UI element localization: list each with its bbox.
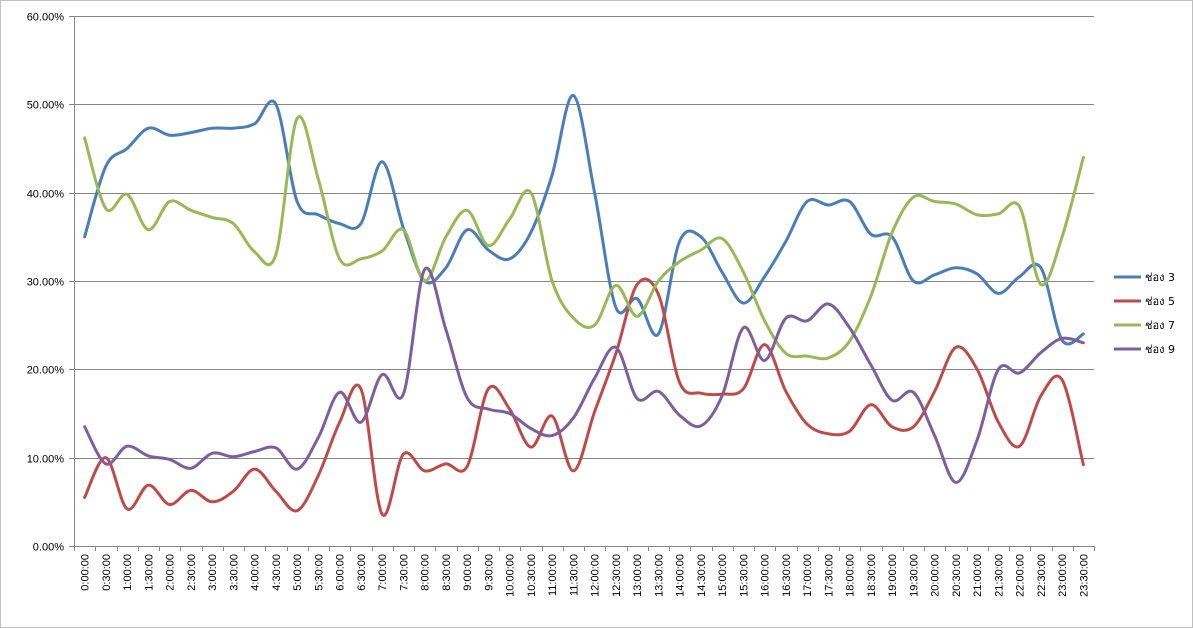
x-tick-label: 19:30:00 bbox=[908, 554, 920, 597]
x-tick-label: 8:30:00 bbox=[441, 554, 453, 591]
series-lines bbox=[83, 93, 1085, 517]
x-tick-label: 3:00:00 bbox=[207, 554, 219, 591]
x-tick-label: 2:30:00 bbox=[186, 554, 198, 591]
y-tick-label: 60.00% bbox=[27, 12, 65, 24]
x-tick-label: 13:30:00 bbox=[653, 554, 665, 597]
x-tick-label: 4:30:00 bbox=[271, 554, 283, 591]
y-tick-label: 40.00% bbox=[27, 189, 65, 201]
x-axis-tick-labels: 0:00:00 0:30:00 1:00:00 1:30:00 2:00:00 2:30:… bbox=[80, 554, 1091, 597]
x-tick-label: 22:00:00 bbox=[1015, 554, 1027, 597]
y-tick-label: 0.00% bbox=[33, 542, 64, 554]
x-tick-label: 23:00:00 bbox=[1057, 554, 1069, 597]
x-tick-label: 9:30:00 bbox=[483, 554, 495, 591]
x-tick-label: 21:30:00 bbox=[993, 554, 1005, 597]
x-tick-label: 15:00:00 bbox=[717, 554, 729, 597]
x-tick-label: 16:00:00 bbox=[760, 554, 772, 597]
x-tick-label: 22:30:00 bbox=[1036, 554, 1048, 597]
y-tick-label: 50.00% bbox=[27, 100, 65, 112]
x-tick-label: 3:30:00 bbox=[228, 554, 240, 591]
gridlines bbox=[74, 16, 1094, 459]
y-axis-tick-labels: 0.00% 10.00% 20.00% 30.00% 40.00% 50.00% 60.00… bbox=[27, 12, 65, 554]
x-tick-label: 11:30:00 bbox=[568, 554, 580, 596]
y-tick-label: 30.00% bbox=[27, 277, 65, 289]
x-tick-label: 21:00:00 bbox=[972, 554, 984, 597]
x-tick-label: 7:30:00 bbox=[398, 554, 410, 591]
x-tick-label: 6:00:00 bbox=[335, 554, 347, 591]
x-tick-label: 2:00:00 bbox=[165, 554, 177, 591]
series-line-3 bbox=[83, 115, 1085, 361]
x-tick-label: 8:00:00 bbox=[420, 554, 432, 591]
x-tick-label: 16:30:00 bbox=[781, 554, 793, 597]
y-tick-label: 10.00% bbox=[27, 454, 65, 466]
y-tick-label: 20.00% bbox=[27, 365, 65, 377]
series-line-4 bbox=[83, 266, 1085, 484]
x-tick-label: 17:30:00 bbox=[823, 554, 835, 597]
x-tick-label: 13:00:00 bbox=[632, 554, 644, 597]
x-tick-label: 7:00:00 bbox=[377, 554, 389, 591]
x-tick-label: 5:00:00 bbox=[292, 554, 304, 591]
x-tick-label: 0:00:00 bbox=[80, 554, 92, 591]
x-tick-label: 10:00:00 bbox=[505, 554, 517, 597]
x-tick-label: 6:30:00 bbox=[356, 554, 368, 591]
x-tick-label: 5:30:00 bbox=[313, 554, 325, 591]
x-tick-label: 12:30:00 bbox=[611, 554, 623, 597]
x-tick-label: 20:00:00 bbox=[930, 554, 942, 597]
series-line-2 bbox=[83, 277, 1085, 517]
x-tick-label: 14:30:00 bbox=[696, 554, 708, 597]
legend: ช่อง 3 ช่อง 5 ช่อง 7 ช่อง 9 bbox=[1114, 271, 1175, 356]
x-tick-label: 4:00:00 bbox=[250, 554, 262, 591]
legend-label: ช่อง 3 bbox=[1145, 271, 1175, 284]
x-tick-label: 20:30:00 bbox=[951, 554, 963, 597]
axes bbox=[69, 16, 1095, 551]
x-tick-label: 19:00:00 bbox=[887, 554, 899, 597]
legend-label: ช่อง 7 bbox=[1145, 319, 1175, 332]
x-tick-label: 15:30:00 bbox=[738, 554, 750, 597]
x-tick-label: 0:30:00 bbox=[101, 554, 113, 591]
x-tick-label: 14:00:00 bbox=[675, 554, 687, 597]
x-tick-label: 18:00:00 bbox=[845, 554, 857, 597]
series-line-1 bbox=[83, 93, 1085, 346]
x-tick-label: 23:30:00 bbox=[1078, 554, 1090, 597]
x-tick-label: 11:00:00 bbox=[547, 554, 559, 596]
x-tick-label: 1:00:00 bbox=[122, 554, 134, 591]
legend-label: ช่อง 9 bbox=[1145, 343, 1175, 356]
x-tick-label: 9:00:00 bbox=[462, 554, 474, 591]
x-tick-label: 17:00:00 bbox=[802, 554, 814, 597]
legend-label: ช่อง 5 bbox=[1145, 295, 1175, 308]
x-tick-label: 1:30:00 bbox=[143, 554, 155, 591]
x-tick-label: 18:30:00 bbox=[866, 554, 878, 597]
x-tick-label: 12:00:00 bbox=[590, 554, 602, 597]
x-tick-label: 10:30:00 bbox=[526, 554, 538, 597]
